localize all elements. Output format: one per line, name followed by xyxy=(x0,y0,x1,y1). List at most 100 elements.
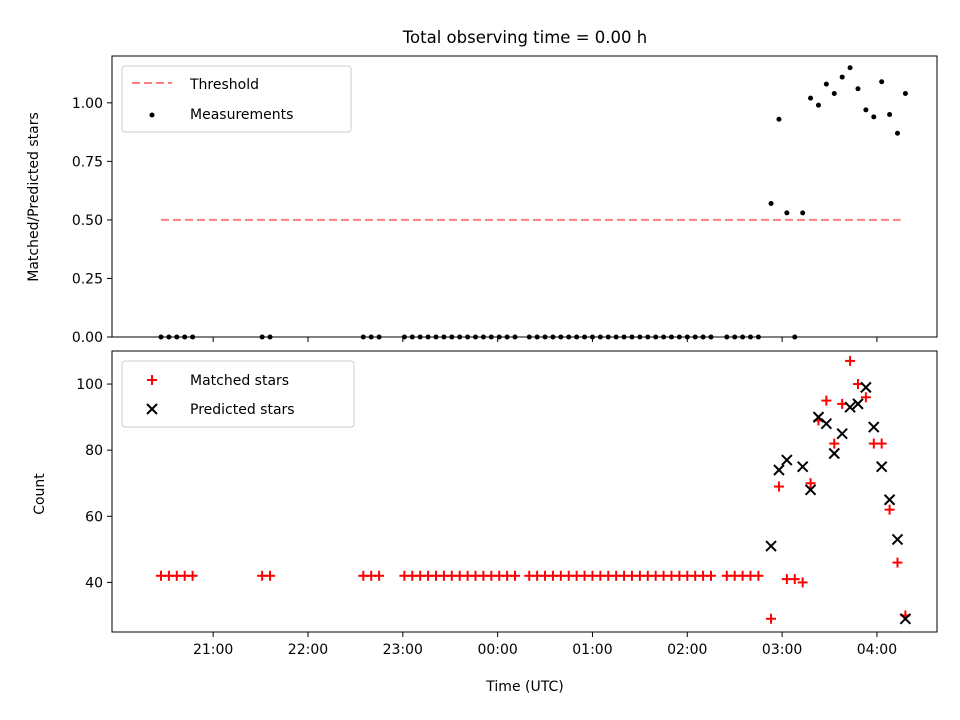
x-tick-label: 02:00 xyxy=(667,642,707,658)
measurement-point xyxy=(823,81,829,87)
measurement-point xyxy=(776,116,782,122)
matched-star-point xyxy=(789,574,800,585)
x-tick-label: 23:00 xyxy=(383,642,423,658)
x-tick-label: 22:00 xyxy=(288,642,328,658)
measurement-point xyxy=(800,210,806,216)
legend-matched-swatch xyxy=(147,375,157,385)
measurement-point xyxy=(831,90,837,96)
predicted-star-point xyxy=(804,484,817,496)
predicted-star-point-b xyxy=(796,460,809,473)
predicted-star-point-b xyxy=(836,427,848,440)
predicted-star-point xyxy=(828,447,840,460)
predicted-star-point-b xyxy=(820,418,833,430)
measurement-point xyxy=(855,86,861,92)
matched-star-point xyxy=(187,570,198,581)
matched-star-point xyxy=(845,355,856,366)
matched-star-point xyxy=(773,481,784,492)
x-tick-label: 03:00 xyxy=(762,642,802,658)
legend-predicted-marker xyxy=(146,403,158,415)
top-y-tick-label: 1.00 xyxy=(72,96,103,112)
legend-matched-marker xyxy=(147,375,157,385)
matched-star-point xyxy=(876,438,887,449)
bottom-panel: Count Time (UTC) 40 60 80 100 21:00 22:00 23:… xyxy=(32,350,938,695)
measurement-point xyxy=(808,95,814,101)
top-y-tick-label: 0.00 xyxy=(72,330,103,346)
predicted-star-point-b xyxy=(899,613,912,625)
predicted-star-point xyxy=(781,454,793,466)
predicted-star-point xyxy=(852,398,864,410)
x-tick-label: 00:00 xyxy=(477,642,517,658)
measurement-point xyxy=(847,65,853,71)
matched-star-point xyxy=(797,577,808,588)
x-tick-label: 21:00 xyxy=(193,642,233,658)
top-y-tick-label: 0.50 xyxy=(72,213,103,229)
predicted-star-point xyxy=(820,418,833,430)
predicted-star-point-b xyxy=(883,494,896,506)
measurement-point xyxy=(879,79,885,85)
count-points xyxy=(155,355,912,625)
bottom-legend: Matched stars Predicted stars xyxy=(121,360,355,428)
matched-star-point xyxy=(829,438,840,449)
legend-predicted-marker-b xyxy=(146,403,158,415)
legend-measurements-swatch xyxy=(149,112,155,118)
predicted-star-point xyxy=(836,427,848,440)
matched-star-point xyxy=(821,395,832,406)
top-y-axis-label: Matched/Predicted stars xyxy=(26,112,42,282)
measurement-point xyxy=(784,210,790,216)
chart-title: Total observing time = 0.00 h xyxy=(402,28,647,47)
matched-star-point xyxy=(766,613,777,624)
measurement-point xyxy=(863,107,869,113)
predicted-star-point xyxy=(796,460,809,473)
predicted-star-point-b xyxy=(773,464,785,476)
top-panel: Total observing time = 0.00 h Matched/Pr… xyxy=(26,28,938,346)
bottom-y-tick-label: 40 xyxy=(85,575,103,591)
legend-predicted-label: Predicted stars xyxy=(190,402,295,418)
matched-star-point xyxy=(374,570,385,581)
matched-star-point xyxy=(265,570,276,581)
predicted-star-point-b xyxy=(875,460,888,473)
bottom-y-axis-label: Count xyxy=(32,473,48,515)
measurement-point xyxy=(768,201,774,207)
predicted-star-point xyxy=(860,381,872,394)
predicted-star-point xyxy=(875,460,888,473)
predicted-star-point-b xyxy=(828,447,840,460)
matched-star-point xyxy=(705,570,716,581)
measurement-point xyxy=(902,90,908,96)
predicted-star-point-b xyxy=(860,381,872,394)
bottom-plot-frame xyxy=(111,350,938,633)
top-legend: Threshold Measurements xyxy=(121,65,352,133)
top-y-tick-label: 0.75 xyxy=(72,154,103,170)
matched-star-point xyxy=(884,504,895,515)
measurement-point xyxy=(887,112,893,118)
x-axis-label: Time (UTC) xyxy=(485,679,563,695)
predicted-star-point xyxy=(773,464,785,476)
matched-star-point xyxy=(805,478,816,489)
predicted-star-point xyxy=(899,613,912,625)
legend-predicted-swatch xyxy=(146,403,158,415)
predicted-star-point xyxy=(883,494,896,506)
x-tick-label: 01:00 xyxy=(572,642,612,658)
predicted-star-point xyxy=(844,401,856,413)
predicted-star-point-b xyxy=(804,484,817,496)
matched-star-point xyxy=(753,570,764,581)
bottom-y-tick-label: 100 xyxy=(76,377,103,393)
legend-matched-label: Matched stars xyxy=(190,373,289,389)
predicted-star-point xyxy=(765,540,777,552)
bottom-y-ticks: 40 60 80 100 xyxy=(76,377,112,591)
predicted-star-point-b xyxy=(868,421,880,433)
measurement-points xyxy=(158,65,908,340)
matched-star-point xyxy=(860,392,871,403)
x-tick-label: 04:00 xyxy=(857,642,897,658)
matched-star-point xyxy=(892,557,903,568)
predicted-star-point-b xyxy=(891,533,904,546)
predicted-star-point-b xyxy=(765,540,777,552)
top-plot-frame xyxy=(111,55,938,338)
top-y-tick-label: 0.25 xyxy=(72,271,103,287)
predicted-star-point-b xyxy=(844,401,856,413)
predicted-star-point-b xyxy=(781,454,793,466)
predicted-star-point xyxy=(891,533,904,546)
bottom-y-tick-label: 80 xyxy=(85,443,103,459)
measurement-point xyxy=(815,102,821,108)
matched-star-point xyxy=(510,570,521,581)
